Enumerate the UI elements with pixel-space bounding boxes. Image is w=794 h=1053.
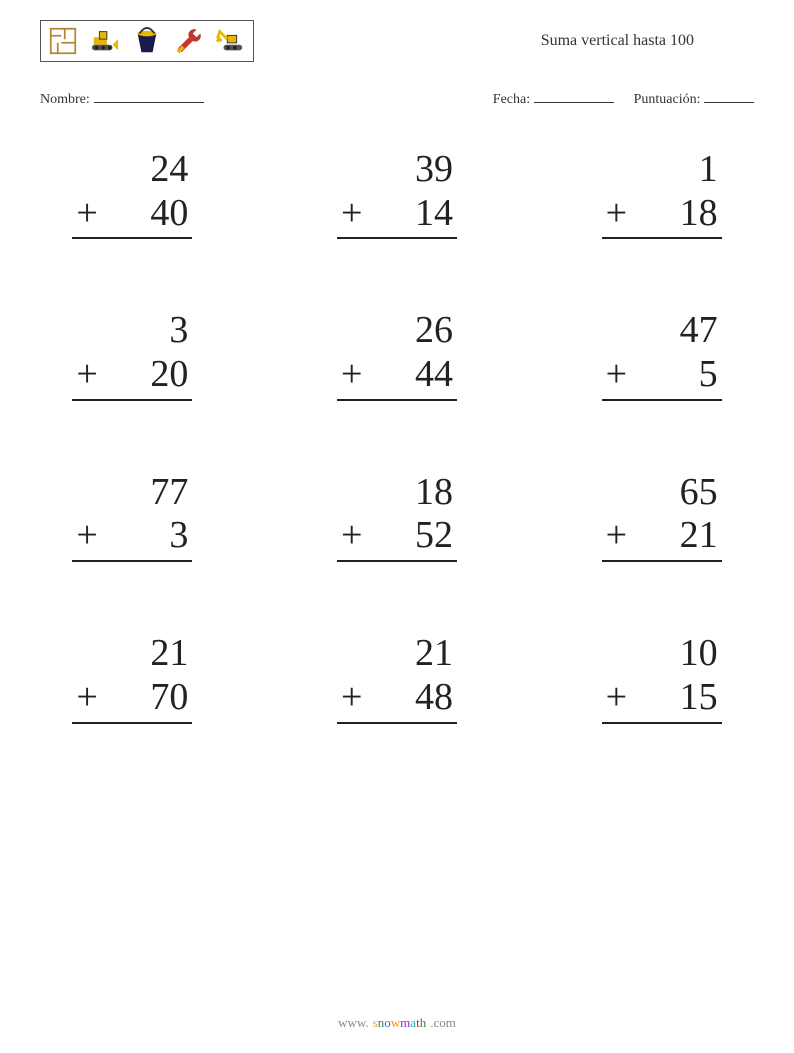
worksheet-page: Suma vertical hasta 100 Nombre: Fecha: P… bbox=[0, 0, 794, 1053]
bottom-operand: 3 bbox=[96, 514, 188, 558]
addition-problem[interactable]: 21+70 bbox=[72, 632, 192, 723]
addition-problem[interactable]: 21+48 bbox=[337, 632, 457, 723]
bottom-row: +21 bbox=[602, 514, 722, 562]
bottom-row: + 3 bbox=[72, 514, 192, 562]
bottom-row: +15 bbox=[602, 676, 722, 724]
bottom-row: + 5 bbox=[602, 353, 722, 401]
operator: + bbox=[341, 192, 361, 236]
icon-box bbox=[40, 20, 254, 62]
bucket-icon bbox=[131, 25, 163, 57]
top-operand: 18 bbox=[337, 471, 457, 515]
date-label: Fecha: bbox=[493, 92, 530, 107]
top-operand: 1 bbox=[602, 148, 722, 192]
score-blank[interactable] bbox=[704, 102, 754, 103]
bottom-operand: 40 bbox=[96, 192, 188, 236]
addition-problem[interactable]: 65+21 bbox=[602, 471, 722, 562]
footer-prefix: www. bbox=[338, 1015, 369, 1031]
bulldozer-icon bbox=[89, 25, 121, 57]
addition-problem[interactable]: 18+52 bbox=[337, 471, 457, 562]
operator: + bbox=[76, 353, 96, 397]
addition-problem[interactable]: 24+40 bbox=[72, 148, 192, 239]
bottom-row: +14 bbox=[337, 192, 457, 240]
bottom-operand: 70 bbox=[96, 676, 188, 720]
operator: + bbox=[76, 192, 96, 236]
top-operand: 10 bbox=[602, 632, 722, 676]
score-field-group: Puntuación: bbox=[634, 92, 754, 108]
info-row: Nombre: Fecha: Puntuación: bbox=[40, 92, 754, 108]
top-operand: 39 bbox=[337, 148, 457, 192]
operator: + bbox=[341, 514, 361, 558]
addition-problem[interactable]: 3+20 bbox=[72, 309, 192, 400]
top-operand: 65 bbox=[602, 471, 722, 515]
top-operand: 3 bbox=[72, 309, 192, 353]
operator: + bbox=[76, 676, 96, 720]
bottom-operand: 14 bbox=[361, 192, 453, 236]
brand-char: m bbox=[400, 1015, 410, 1030]
name-label: Nombre: bbox=[40, 92, 90, 108]
bottom-row: +20 bbox=[72, 353, 192, 401]
bottom-operand: 20 bbox=[96, 353, 188, 397]
bottom-row: +40 bbox=[72, 192, 192, 240]
header-row: Suma vertical hasta 100 bbox=[40, 20, 754, 62]
bottom-row: +52 bbox=[337, 514, 457, 562]
addition-problem[interactable]: 47+ 5 bbox=[602, 309, 722, 400]
addition-problem[interactable]: 39+14 bbox=[337, 148, 457, 239]
operator: + bbox=[76, 514, 96, 558]
operator: + bbox=[606, 192, 626, 236]
score-label: Puntuación: bbox=[634, 92, 701, 107]
operator: + bbox=[606, 353, 626, 397]
bottom-operand: 18 bbox=[626, 192, 718, 236]
date-blank[interactable] bbox=[534, 102, 614, 103]
top-operand: 24 bbox=[72, 148, 192, 192]
addition-problem[interactable]: 1+18 bbox=[602, 148, 722, 239]
bottom-operand: 15 bbox=[626, 676, 718, 720]
maze-icon bbox=[47, 25, 79, 57]
operator: + bbox=[341, 676, 361, 720]
bottom-operand: 5 bbox=[626, 353, 718, 397]
worksheet-title: Suma vertical hasta 100 bbox=[541, 32, 694, 50]
top-operand: 21 bbox=[337, 632, 457, 676]
top-operand: 47 bbox=[602, 309, 722, 353]
wrench-icon bbox=[173, 25, 205, 57]
date-score-group: Fecha: Puntuación: bbox=[493, 92, 754, 108]
footer-suffix: .com bbox=[430, 1015, 456, 1031]
name-blank[interactable] bbox=[94, 102, 204, 103]
operator: + bbox=[341, 353, 361, 397]
footer-brand: snowmath bbox=[373, 1015, 426, 1031]
brand-char: h bbox=[420, 1015, 427, 1030]
problems-grid: 24+4039+141+183+2026+4447+ 577+ 318+5265… bbox=[40, 148, 754, 724]
top-operand: 21 bbox=[72, 632, 192, 676]
bottom-row: +44 bbox=[337, 353, 457, 401]
bottom-row: +70 bbox=[72, 676, 192, 724]
excavator-icon bbox=[215, 25, 247, 57]
footer: www.snowmath.com bbox=[0, 1015, 794, 1031]
date-field-group: Fecha: bbox=[493, 92, 614, 108]
bottom-operand: 21 bbox=[626, 514, 718, 558]
addition-problem[interactable]: 10+15 bbox=[602, 632, 722, 723]
bottom-operand: 52 bbox=[361, 514, 453, 558]
top-operand: 26 bbox=[337, 309, 457, 353]
operator: + bbox=[606, 676, 626, 720]
name-field-group: Nombre: bbox=[40, 92, 204, 108]
addition-problem[interactable]: 77+ 3 bbox=[72, 471, 192, 562]
top-operand: 77 bbox=[72, 471, 192, 515]
brand-char: w bbox=[391, 1015, 400, 1030]
bottom-row: +18 bbox=[602, 192, 722, 240]
bottom-operand: 48 bbox=[361, 676, 453, 720]
bottom-row: +48 bbox=[337, 676, 457, 724]
operator: + bbox=[606, 514, 626, 558]
addition-problem[interactable]: 26+44 bbox=[337, 309, 457, 400]
bottom-operand: 44 bbox=[361, 353, 453, 397]
